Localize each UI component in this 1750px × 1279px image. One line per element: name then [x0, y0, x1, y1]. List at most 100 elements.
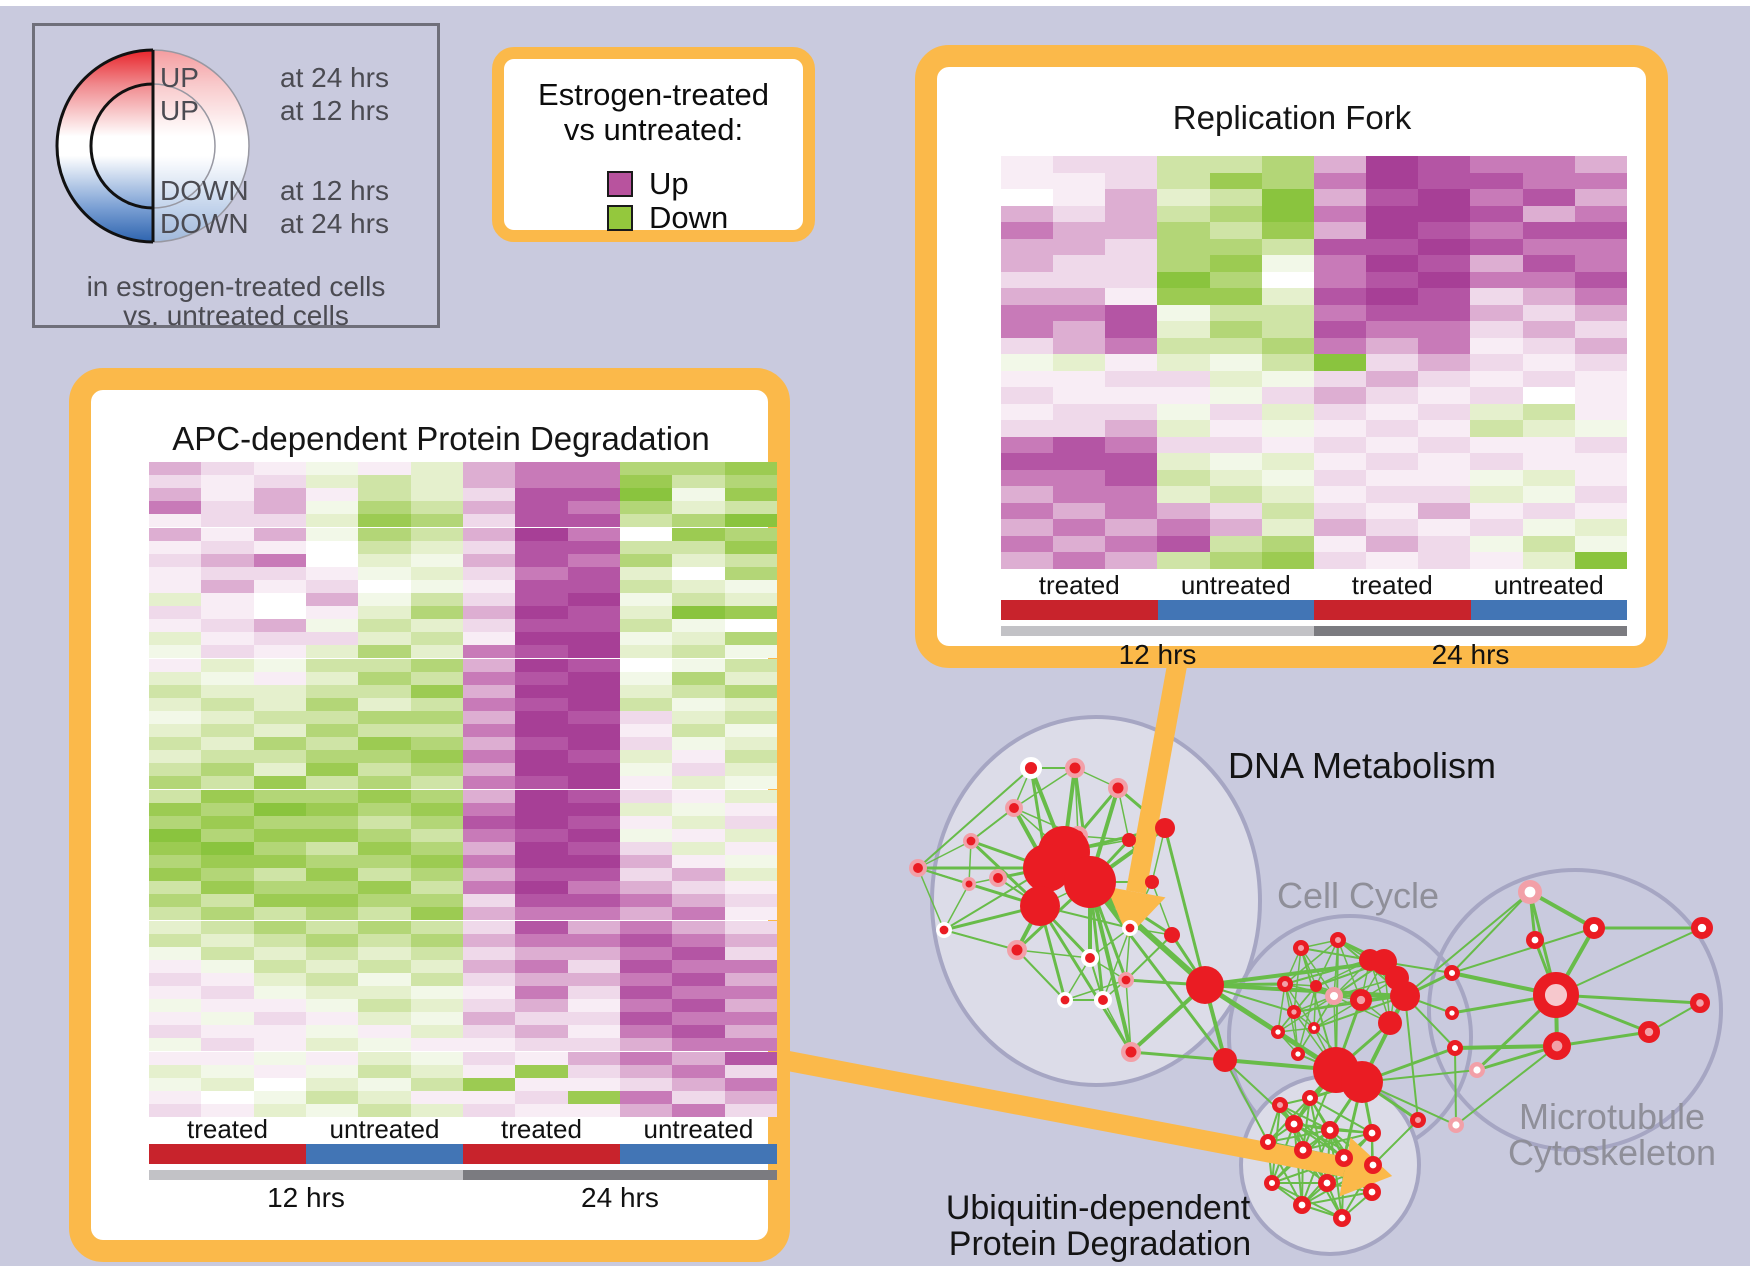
- time-bar-t24: [462, 1170, 777, 1180]
- heatmap-cell: [149, 710, 202, 724]
- time-bar-t24: [1314, 626, 1628, 636]
- legend-row-up24: UP at 24 hrs: [160, 62, 389, 94]
- network-node: [1094, 991, 1113, 1010]
- heatmap-cell: [410, 488, 463, 502]
- legend-time: at 24 hrs: [280, 62, 389, 93]
- heatmap-cell: [619, 841, 673, 855]
- heatmap-cell: [358, 579, 411, 593]
- heatmap-cell: [1157, 552, 1210, 569]
- heatmap-cell: [1313, 271, 1367, 288]
- heatmap-cell: [724, 946, 777, 960]
- heatmap-cell: [253, 828, 306, 842]
- heatmap-cell: [1157, 354, 1210, 371]
- heatmap-cell: [358, 462, 411, 476]
- heatmap-cell: [201, 475, 254, 489]
- heatmap-cell: [1157, 321, 1210, 338]
- up-label: Up: [649, 166, 689, 201]
- network-label: Microtubule: [1519, 1096, 1705, 1137]
- heatmap-cell: [1418, 535, 1471, 552]
- heatmap-cell: [305, 920, 359, 934]
- heatmap-cell: [201, 986, 254, 1000]
- heatmap-row: [149, 999, 777, 1013]
- heatmap-cell: [724, 527, 777, 541]
- heatmap-row: [1001, 486, 1627, 503]
- heatmap-cell: [1001, 436, 1054, 453]
- heatmap-cell: [515, 1103, 568, 1117]
- heatmap-cell: [1209, 255, 1262, 272]
- heatmap-cell: [515, 710, 568, 724]
- color-legend-title-line1: Estrogen-treated: [538, 77, 769, 112]
- heatmap-cell: [149, 1012, 202, 1026]
- heatmap-cell: [462, 619, 516, 633]
- heatmap-row: [149, 1051, 777, 1065]
- heatmap-cell: [724, 894, 777, 908]
- heatmap-cell: [672, 855, 725, 869]
- heatmap-cell: [724, 959, 777, 973]
- heatmap-cell: [515, 514, 568, 528]
- heatmap-cell: [253, 999, 306, 1013]
- heatmap-cell: [567, 1038, 620, 1052]
- heatmap-cell: [462, 789, 516, 803]
- heatmap-row: [1001, 552, 1627, 569]
- heatmap-row: [149, 907, 777, 921]
- network-node: [1019, 756, 1042, 779]
- heatmap-cell: [149, 527, 202, 541]
- arrow-head: [1106, 886, 1166, 938]
- heatmap-cell: [724, 540, 777, 554]
- network-node: [1341, 1061, 1383, 1103]
- legend-time: at 24 hrs: [280, 208, 389, 239]
- heatmap-cell: [1313, 453, 1367, 470]
- legend-row-up12: UP at 12 hrs: [160, 95, 389, 127]
- heatmap-row: [149, 972, 777, 986]
- network-node: [1335, 1149, 1354, 1168]
- heatmap-cell: [410, 645, 463, 659]
- heatmap-cell: [1522, 469, 1575, 486]
- heatmap-cell: [619, 920, 673, 934]
- network-node: [1689, 992, 1710, 1013]
- heatmap-cell: [201, 710, 254, 724]
- heatmap-cell: [305, 828, 359, 842]
- heatmap-cell: [1053, 469, 1106, 486]
- heatmap-cell: [724, 776, 777, 790]
- heatmap-cell: [672, 658, 725, 672]
- heatmap-cell: [410, 986, 463, 1000]
- heatmap-cell: [358, 684, 411, 698]
- heatmap-cell: [305, 488, 359, 502]
- heatmap-cell: [1001, 403, 1054, 420]
- heatmap-cell: [567, 645, 620, 659]
- heatmap-cell: [515, 579, 568, 593]
- legend-dir: DOWN: [160, 175, 249, 206]
- heatmap-row: [1001, 321, 1627, 338]
- heatmap-cell: [201, 645, 254, 659]
- heatmap-cell: [253, 986, 306, 1000]
- heatmap-cell: [1261, 288, 1314, 305]
- heatmap-cell: [672, 566, 725, 580]
- untreated-bar-segment: [305, 1144, 463, 1164]
- heatmap-cell: [1313, 222, 1367, 239]
- heatmap-cell: [305, 972, 359, 986]
- heatmap-row: [1001, 189, 1627, 206]
- heatmap-cell: [1522, 552, 1575, 569]
- heatmap-cell: [410, 959, 463, 973]
- heatmap-cell: [253, 553, 306, 567]
- heatmap-cell: [515, 999, 568, 1013]
- group-label-treated: treated: [1351, 570, 1433, 600]
- heatmap-cell: [567, 828, 620, 842]
- heatmap-cell: [305, 1012, 359, 1026]
- heatmap-cell: [410, 606, 463, 620]
- heatmap-row: [149, 566, 777, 580]
- heatmap-cell: [1053, 552, 1106, 569]
- heatmap-row: [149, 1090, 777, 1104]
- heatmap-cell: [201, 841, 254, 855]
- heatmap-cell: [619, 606, 673, 620]
- heatmap-cell: [201, 1090, 254, 1104]
- heatmap-cell: [619, 514, 673, 528]
- heatmap-cell: [1053, 403, 1106, 420]
- heatmap-cell: [149, 501, 202, 515]
- heatmap-cell: [672, 868, 725, 882]
- heatmap-cell: [253, 933, 306, 947]
- heatmap-cell: [253, 1025, 306, 1039]
- heatmap-cell: [410, 462, 463, 476]
- network-node: [1307, 1021, 1320, 1034]
- heatmap-cell: [305, 475, 359, 489]
